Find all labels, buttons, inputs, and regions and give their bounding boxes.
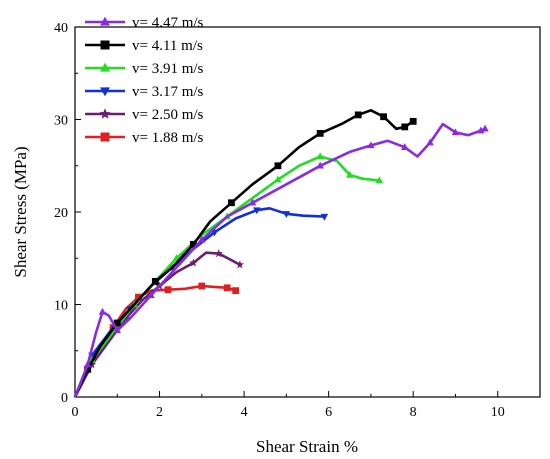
x-tick-label: 4 (241, 405, 248, 420)
legend-entry: v= 3.17 m/s (85, 84, 204, 100)
series-4.47 (73, 122, 489, 398)
legend-entry: v= 2.50 m/s (85, 107, 204, 123)
data-point (409, 117, 417, 125)
data-point (380, 113, 387, 121)
data-point (198, 282, 206, 290)
legend-label: v= 1.88 m/s (132, 130, 204, 146)
legend-entry: v= 4.11 m/s (85, 38, 203, 54)
data-point (151, 277, 159, 285)
data-point (354, 111, 362, 119)
data-point (400, 143, 409, 150)
legend-label: v= 4.47 m/s (132, 15, 204, 31)
data-point (98, 307, 107, 315)
legend-entry: v= 4.47 m/s (85, 15, 204, 31)
legend-label: v= 2.50 m/s (132, 107, 204, 123)
x-axis-title: Shear Strain % (256, 437, 358, 456)
legend: v= 4.47 m/s v= 4.11 m/s v= 3.91 m/s v= 3.17… (85, 15, 204, 146)
data-point (189, 258, 198, 267)
data-point (232, 287, 240, 295)
data-point (147, 291, 155, 298)
x-tick-label: 6 (325, 405, 332, 420)
data-point (401, 123, 409, 131)
data-point (274, 175, 282, 183)
x-tick-label: 8 (410, 405, 417, 420)
axis-ticks: 0 2 4 6 8 10 0 10 20 30 40 (54, 21, 505, 420)
series-line (73, 251, 241, 398)
y-tick-label: 10 (54, 299, 68, 314)
data-point (100, 87, 110, 97)
data-point (99, 108, 111, 119)
data-point (282, 211, 291, 218)
x-tick-label: 10 (491, 405, 505, 420)
data-point (316, 161, 324, 169)
data-point (164, 286, 172, 294)
series-layer (73, 109, 489, 398)
data-point (228, 199, 235, 207)
data-point (248, 198, 257, 206)
data-point (100, 40, 110, 50)
series-2.50 (73, 249, 245, 398)
data-point (121, 314, 130, 322)
data-point (83, 360, 92, 368)
data-point (477, 126, 485, 134)
legend-label: v= 3.17 m/s (132, 84, 204, 100)
series-4.11 (73, 109, 417, 398)
series-line (73, 155, 380, 398)
x-tick-label: 2 (156, 405, 163, 420)
y-tick-label: 20 (54, 206, 68, 221)
y-axis-title: Shear Stress (MPa) (11, 146, 30, 277)
data-point (113, 326, 122, 334)
data-point (367, 141, 375, 149)
data-point (235, 260, 245, 269)
data-point (84, 365, 92, 373)
data-point (100, 132, 110, 142)
data-point (274, 162, 282, 170)
data-point (113, 319, 121, 327)
legend-entry: v= 1.88 m/s (85, 130, 204, 146)
y-tick-label: 40 (54, 21, 68, 36)
y-tick-label: 0 (61, 391, 68, 406)
data-point (320, 213, 329, 221)
data-point (214, 249, 223, 258)
data-point (253, 207, 261, 215)
data-point (316, 129, 324, 137)
data-point (481, 124, 489, 132)
series-line (73, 122, 486, 398)
data-point (189, 240, 197, 248)
data-point (135, 293, 142, 301)
data-point (346, 170, 354, 178)
y-tick-label: 30 (54, 114, 68, 129)
legend-label: v= 4.11 m/s (132, 38, 203, 54)
series-line (73, 109, 414, 398)
legend-entry: v= 3.91 m/s (85, 61, 204, 77)
data-point (451, 128, 460, 136)
data-point (375, 176, 384, 184)
series-3.91 (73, 152, 384, 398)
data-point (223, 284, 231, 292)
legend-label: v= 3.91 m/s (132, 61, 204, 77)
data-point (426, 138, 434, 146)
data-point (316, 152, 324, 160)
series-line (73, 284, 237, 398)
series-1.88 (73, 282, 240, 398)
data-point (100, 62, 110, 72)
data-point (100, 16, 110, 26)
x-tick-label: 0 (72, 405, 79, 420)
plot-frame (74, 26, 541, 398)
data-point (198, 235, 206, 243)
